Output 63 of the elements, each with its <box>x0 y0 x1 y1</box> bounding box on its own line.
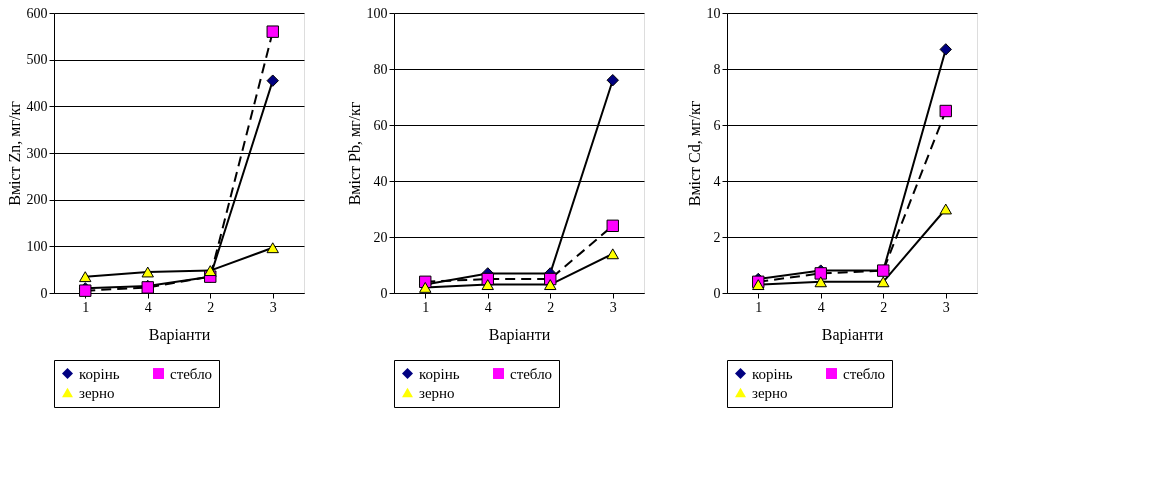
y-tick-label: 100 <box>366 5 388 21</box>
y-tick-label: 80 <box>373 61 388 77</box>
x-tick-label: 4 <box>144 299 152 315</box>
y-tick-label: 400 <box>26 98 48 114</box>
point <box>814 276 827 288</box>
point <box>939 104 952 118</box>
x-tick-label: 2 <box>207 299 215 315</box>
y-tick-label: 0 <box>713 285 721 301</box>
point <box>606 74 619 87</box>
point <box>481 279 494 291</box>
point <box>266 25 279 38</box>
x-tick-label: 3 <box>942 299 950 315</box>
point <box>141 266 154 278</box>
y-tick-label: 60 <box>373 117 388 133</box>
legend-label: корінь <box>752 365 793 382</box>
legend-label: корінь <box>419 365 460 382</box>
y-tick-label: 300 <box>26 145 48 161</box>
x-tick-label: 1 <box>755 299 763 315</box>
x-tick-label: 4 <box>484 299 492 315</box>
x-tick-label: 3 <box>609 299 617 315</box>
point <box>877 276 890 288</box>
point <box>939 203 952 215</box>
x-axis-title: Варіанти <box>821 325 884 344</box>
legend-label: зерно <box>752 384 788 401</box>
y-tick-label: 200 <box>26 192 48 208</box>
legend-label: зерно <box>79 384 115 401</box>
point <box>939 43 952 56</box>
y-tick-label: 40 <box>373 173 388 189</box>
x-axis-title: Варіанти <box>148 325 211 344</box>
legend-label: стебло <box>510 365 553 382</box>
y-tick-label: 8 <box>713 61 721 77</box>
y-axis-title: Вміст Zn, мг/кг <box>5 100 23 206</box>
y-tick-label: 4 <box>713 173 721 189</box>
point <box>606 248 619 260</box>
x-tick-label: 1 <box>422 299 430 315</box>
point <box>544 279 557 291</box>
y-tick-label: 2 <box>713 229 721 245</box>
point <box>266 242 279 254</box>
y-tick-label: 500 <box>26 52 48 68</box>
x-tick-label: 3 <box>269 299 277 315</box>
y-axis-title: Вміст Cd, мг/кг <box>685 100 703 207</box>
y-tick-label: 0 <box>40 285 48 301</box>
y-tick-label: 10 <box>706 5 721 21</box>
point <box>752 279 765 291</box>
x-axis-title: Варіанти <box>488 325 551 344</box>
x-tick-label: 2 <box>880 299 888 315</box>
y-tick-label: 600 <box>26 5 48 21</box>
y-tick-label: 6 <box>713 117 721 133</box>
legend-label: стебло <box>170 365 213 382</box>
point <box>266 74 279 87</box>
point <box>79 271 92 283</box>
point <box>606 219 619 232</box>
x-tick-label: 2 <box>547 299 555 315</box>
y-tick-label: 20 <box>373 229 388 245</box>
legend-label: стебло <box>843 365 886 382</box>
point <box>204 265 217 277</box>
legend-label: зерно <box>419 384 455 401</box>
y-tick-label: 0 <box>380 285 388 301</box>
y-axis-title: Вміст Pb, мг/кг <box>345 101 363 206</box>
legend-label: корінь <box>79 365 120 382</box>
x-tick-label: 1 <box>82 299 90 315</box>
x-tick-label: 4 <box>817 299 825 315</box>
y-tick-label: 100 <box>26 238 48 254</box>
